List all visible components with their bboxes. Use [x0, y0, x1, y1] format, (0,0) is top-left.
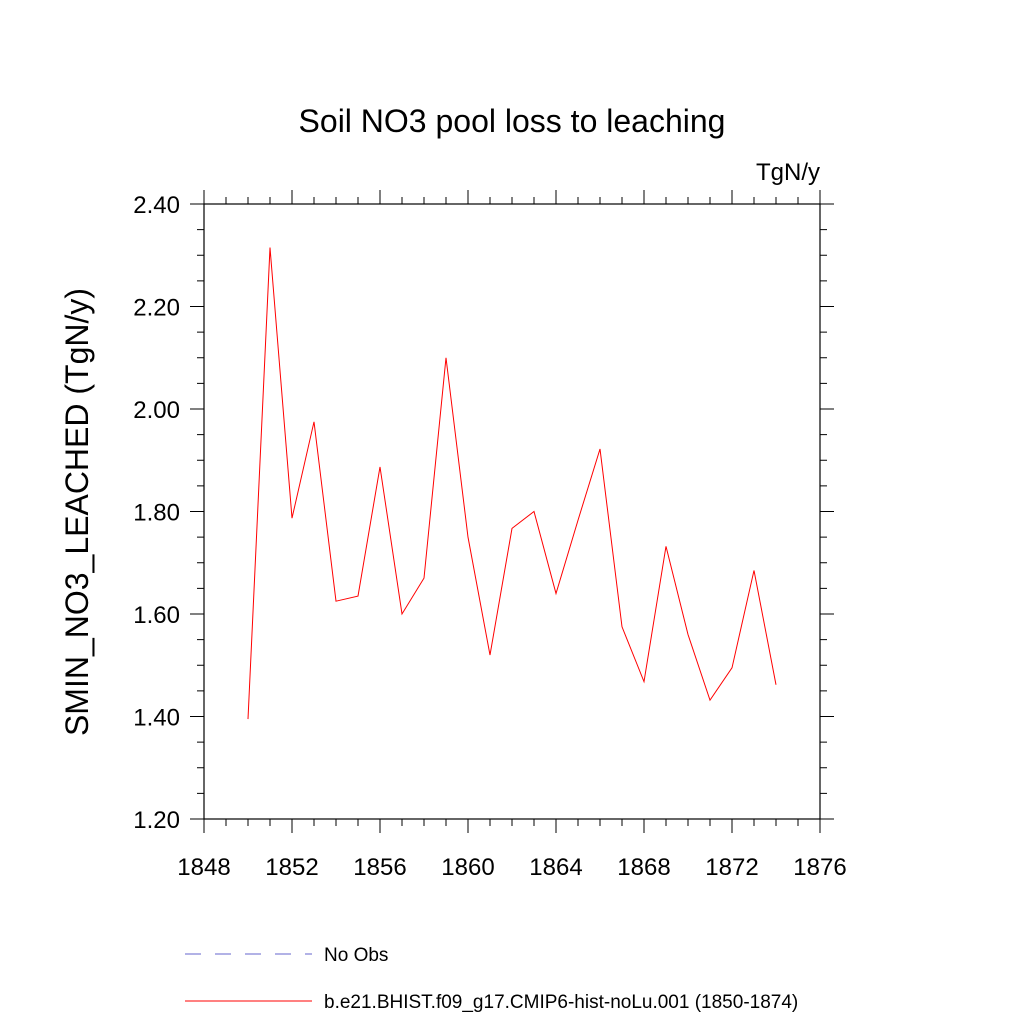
y-tick-label: 2.00 — [133, 397, 180, 424]
x-tick-label: 1872 — [705, 854, 758, 881]
legend-label-0: No Obs — [324, 945, 388, 966]
y-tick-label: 2.20 — [133, 295, 180, 322]
x-tick-label: 1864 — [529, 854, 582, 881]
chart-title: Soil NO3 pool loss to leaching — [299, 103, 726, 139]
y-axis-label: SMIN_NO3_LEACHED (TgN/y) — [59, 288, 95, 736]
y-tick-label: 1.20 — [133, 807, 180, 834]
series-line-1 — [247, 247, 777, 720]
x-tick-label: 1848 — [177, 854, 230, 881]
plot-axes: 1848 1852 1856 1860 1864 1868 1872 1876 1.20 1.40… — [133, 190, 847, 881]
units-label: TgN/y — [756, 159, 820, 186]
y-tick-label: 1.80 — [133, 500, 180, 527]
y-tick-label: 1.40 — [133, 705, 180, 732]
plot-frame — [203, 203, 821, 820]
x-tick-label: 1876 — [793, 854, 846, 881]
x-tick-label: 1856 — [353, 854, 406, 881]
legend: No Obs b.e21.BHIST.f09_g17.CMIP6-hist-noL… — [185, 945, 798, 1013]
y-tick-label: 1.60 — [133, 602, 180, 629]
x-tick-label: 1868 — [617, 854, 670, 881]
x-tick-label: 1852 — [265, 854, 318, 881]
y-tick-label: 2.40 — [133, 192, 180, 219]
x-tick-label: 1860 — [441, 854, 494, 881]
series-layer — [247, 247, 777, 720]
legend-label-1: b.e21.BHIST.f09_g17.CMIP6-hist-noLu.001 … — [324, 992, 798, 1013]
